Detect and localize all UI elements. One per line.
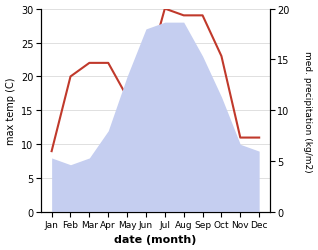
- X-axis label: date (month): date (month): [114, 234, 197, 244]
- Y-axis label: max temp (C): max temp (C): [5, 77, 16, 144]
- Y-axis label: med. precipitation (kg/m2): med. precipitation (kg/m2): [303, 50, 313, 172]
